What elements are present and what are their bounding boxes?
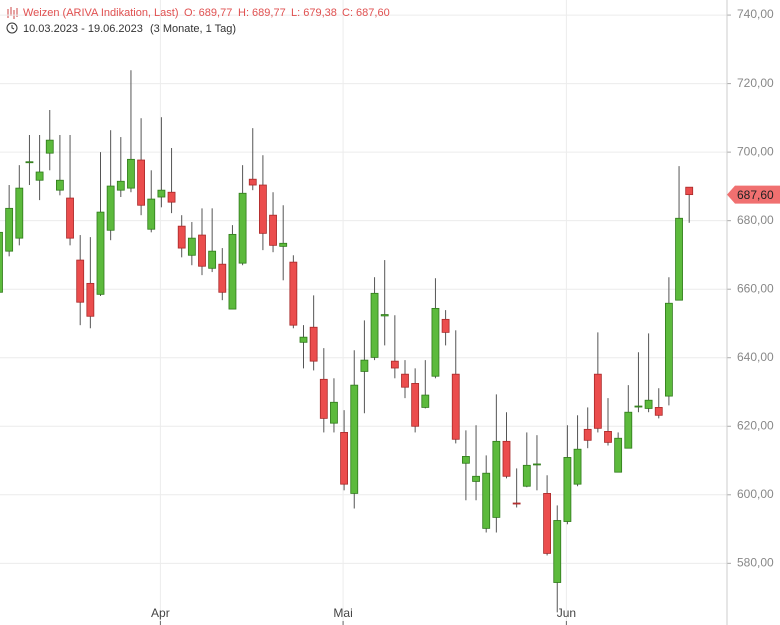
candle-body — [248, 178, 257, 186]
candle-body — [685, 186, 694, 196]
candle-body — [654, 407, 663, 416]
candle-body — [76, 259, 85, 303]
x-tick-label: Apr — [151, 606, 170, 620]
candle-body — [0, 231, 3, 293]
candle-body — [360, 359, 369, 372]
candle-body — [482, 472, 491, 529]
candle-body — [573, 448, 582, 485]
ohlc-label: O: 689,77 — [184, 7, 232, 19]
chart-icon — [7, 7, 18, 19]
header — [6, 7, 18, 34]
candle-body — [86, 282, 95, 317]
y-tick-label: 680,00 — [737, 213, 774, 227]
candle-body — [127, 158, 135, 189]
candle-body — [340, 432, 349, 485]
ohlc-label: H: 689,77 — [238, 7, 286, 19]
y-tick-label: 580,00 — [737, 555, 774, 569]
candle-body — [451, 373, 460, 440]
x-tick-label: Mai — [333, 606, 352, 620]
candle-body — [461, 456, 470, 464]
last-price-label: 687,60 — [737, 188, 774, 202]
candle-body — [512, 502, 521, 505]
candle-body — [390, 360, 399, 369]
candle-body — [502, 440, 511, 477]
ohlc-label: C: 687,60 — [342, 7, 390, 19]
candle-body — [604, 431, 612, 443]
candle-body — [116, 180, 125, 191]
candle-body — [319, 378, 328, 419]
candle-body — [157, 189, 166, 198]
candle-body — [634, 405, 643, 408]
candle-body — [35, 171, 44, 181]
candle-body — [45, 139, 54, 154]
candle-body — [5, 207, 14, 252]
candle-body — [593, 373, 602, 429]
candle-body — [644, 399, 653, 409]
candle-body — [614, 437, 623, 473]
candle-body — [218, 263, 227, 293]
candle-body — [370, 292, 379, 358]
candle-body — [96, 211, 105, 295]
candle-body — [208, 250, 217, 269]
y-tick-label: 640,00 — [737, 350, 774, 364]
candle-body — [269, 214, 277, 246]
candle-body — [66, 197, 74, 239]
candle-body — [522, 464, 531, 487]
candle-body — [187, 237, 196, 256]
candle-body — [583, 428, 592, 441]
candle-body — [492, 440, 501, 518]
candle-body — [553, 520, 562, 583]
candle-body — [472, 475, 480, 482]
candle-body — [563, 457, 572, 522]
candle-body — [330, 401, 338, 424]
candle-body — [238, 192, 247, 264]
candle-body — [228, 233, 237, 310]
candle-body — [624, 411, 633, 449]
candle-body — [411, 383, 420, 427]
last-price-badge — [727, 185, 780, 204]
candle-body — [198, 234, 206, 267]
y-tick-label: 700,00 — [737, 144, 774, 158]
candle-body — [421, 394, 430, 408]
candle-body — [299, 336, 308, 343]
candle-body — [25, 161, 34, 164]
candle-body — [533, 463, 541, 466]
ohlc-label: L: 679,38 — [291, 7, 337, 19]
y-tick-label: 740,00 — [737, 7, 774, 21]
candle-body — [56, 179, 64, 191]
candle-body — [106, 185, 115, 231]
date-range: 10.03.2023 - 19.06.2023 — [23, 23, 143, 35]
candle-body — [309, 326, 318, 362]
y-tick-label: 720,00 — [737, 76, 774, 90]
candle-body — [167, 191, 176, 203]
candle-body — [350, 384, 359, 494]
candle-body — [401, 373, 409, 388]
candle-body — [279, 242, 288, 247]
period: (3 Monate, 1 Tag) — [150, 23, 236, 35]
x-tick-label: Jun — [557, 606, 576, 620]
candle-body — [431, 307, 440, 377]
chart-title: Weizen (ARIVA Indikation, Last) — [23, 7, 179, 19]
candle-body — [380, 314, 389, 317]
y-tick-label: 620,00 — [737, 418, 774, 432]
candle-body — [441, 318, 450, 333]
y-tick-label: 600,00 — [737, 487, 774, 501]
candle-body — [177, 225, 186, 249]
candle-body — [543, 493, 551, 554]
candle-body — [147, 198, 156, 230]
candle-body — [675, 217, 683, 301]
candle-body — [258, 184, 267, 234]
candle-body — [137, 159, 146, 206]
candle-body — [15, 187, 24, 239]
candle-body — [665, 302, 673, 397]
candle-body — [289, 261, 298, 326]
clock-icon — [6, 22, 18, 34]
y-tick-label: 660,00 — [737, 281, 774, 295]
